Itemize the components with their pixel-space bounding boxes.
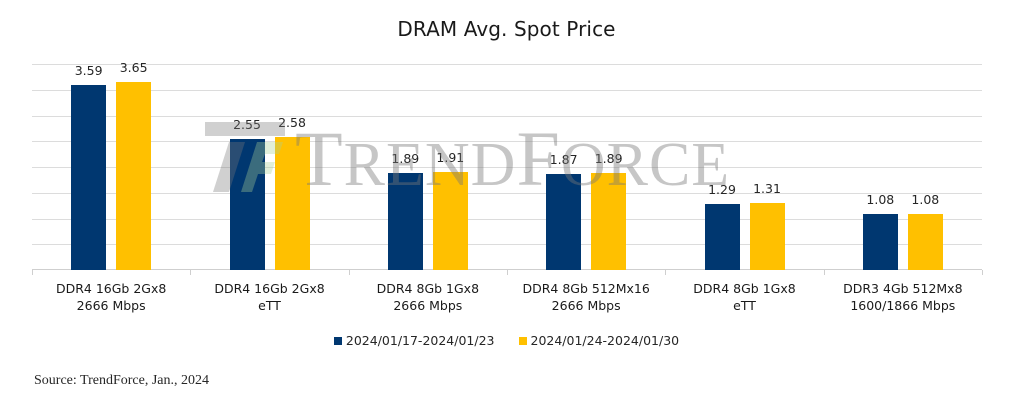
legend-label: 2024/01/17-2024/01/23 (345, 333, 495, 348)
bar (591, 172, 627, 270)
plot-area: 3.59 2.55 1.89 1.87 1.29 1.08 3.65 2.58 1.91 1.89… (32, 60, 983, 275)
legend-item: 2024/01/24-2024/01/30 (518, 333, 680, 348)
data-label: 1.29 (708, 181, 736, 197)
gridline (32, 115, 982, 117)
bar (116, 82, 152, 270)
data-label: 1.89 (594, 150, 623, 166)
bar (432, 171, 468, 270)
bar (546, 173, 582, 270)
gridline (32, 244, 982, 246)
chart-title: DRAM Avg. Spot Price (397, 17, 616, 41)
x-axis-tick (982, 270, 983, 275)
category-label: DDR3 4Gb 512Mx8 1600/1866 Mbps (843, 281, 963, 313)
bar (749, 202, 785, 270)
category-label: DDR4 8Gb 1Gx8 eTT (693, 281, 796, 313)
gridline (32, 218, 982, 220)
legend-swatch-icon (333, 336, 342, 345)
gridline (32, 64, 982, 65)
bar (704, 203, 740, 270)
gridline (32, 167, 982, 168)
legend: 2024/01/17-2024/01/23 2024/01/24-2024/01/… (0, 333, 1013, 348)
bar (907, 214, 943, 270)
bar (71, 85, 107, 270)
data-label: 3.59 (74, 63, 103, 79)
bar (387, 172, 423, 270)
data-label: 3.65 (119, 60, 148, 76)
bar (862, 214, 898, 270)
gridline (32, 141, 982, 143)
category-label: DDR4 8Gb 1Gx8 2666 Mbps (376, 281, 480, 313)
data-label: 1.89 (391, 150, 420, 166)
x-axis-tick (190, 270, 192, 275)
x-axis-tick (348, 270, 350, 275)
x-axis-tick (507, 270, 508, 275)
data-label: 1.87 (549, 151, 578, 167)
data-label: 1.31 (753, 180, 781, 196)
data-label: 1.08 (911, 192, 940, 208)
data-label: 1.08 (866, 192, 895, 208)
gridline (32, 192, 982, 194)
legend-item: 2024/01/17-2024/01/23 (333, 333, 495, 348)
data-label: 2.55 (233, 116, 261, 132)
legend-swatch-icon (518, 336, 527, 345)
legend-label: 2024/01/24-2024/01/30 (530, 333, 680, 348)
bar (229, 138, 265, 270)
bar (274, 137, 310, 270)
x-axis-tick (32, 270, 33, 275)
data-label: 1.91 (436, 149, 465, 165)
x-axis-tick (665, 270, 667, 275)
gridline (32, 89, 982, 91)
category-label: DDR4 16Gb 2Gx8 2666 Mbps (55, 281, 167, 313)
source-note: Source: TrendForce, Jan., 2024 (34, 373, 209, 388)
category-label: DDR4 8Gb 512Mx16 2666 Mbps (522, 281, 650, 313)
category-label: DDR4 16Gb 2Gx8 eTT (214, 281, 325, 313)
x-axis-tick (823, 270, 825, 275)
data-label: 2.58 (278, 115, 306, 131)
x-axis-line (32, 269, 982, 270)
